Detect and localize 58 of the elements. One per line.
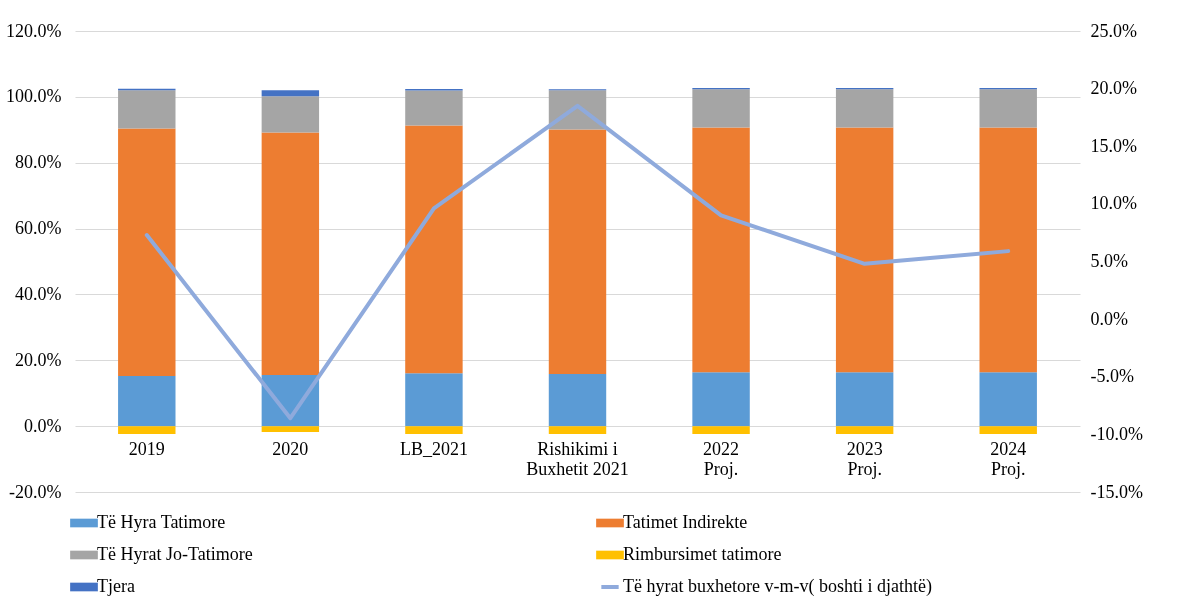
y2-tick-label: -15.0% [1090,481,1143,502]
y-tick-label: 120.0% [6,20,62,41]
bar [548,426,607,435]
x-tick-label: 2020 [272,438,309,459]
y-tick-label: 80.0% [15,152,62,173]
y-tick-label: 0.0% [24,415,62,436]
y2-tick-label: -10.0% [1090,423,1143,444]
y2-tick-label: -5.0% [1090,366,1134,387]
x-tick-label: 2019 [128,438,165,459]
bar [118,426,176,435]
legend-label: Rimbursimet tatimore [623,544,782,564]
bar [692,89,750,128]
bar [405,426,463,435]
bar [261,96,320,133]
bar [979,372,1037,427]
bar [118,90,176,129]
bar [548,129,607,375]
bar [979,426,1037,435]
legend-label: Tjera [97,576,135,596]
x-tick-label: Rishikimi i Buxhetit 2021 [526,438,629,479]
bar [692,372,750,427]
bar [118,128,176,377]
y2-tick-label: 25.0% [1090,20,1137,41]
bar [835,372,894,427]
legend-label: Të hyrat buxhetore v-m-v( boshti i djathtë) [623,576,932,597]
line-series [144,103,1011,421]
y-tick-label: 100.0% [6,86,62,107]
x-tick-label: 2024 Proj. [990,438,1027,479]
x-tick-label: 2022 Proj. [703,438,740,479]
bar [979,89,1037,128]
bar [261,426,320,433]
bar [261,90,320,97]
x-tick-label: LB_2021 [399,438,468,459]
y2-tick-label: 0.0% [1090,308,1128,329]
legend-label: Të Hyra Tatimore [97,512,226,532]
bar [979,127,1037,373]
y-tick-label: 60.0% [15,218,62,239]
y2-tick-label: 20.0% [1090,78,1137,99]
legend-label: Tatimet Indirekte [623,512,748,532]
y2-tick-label: 15.0% [1090,135,1137,156]
x-tick-label: 2023 Proj. [846,438,883,479]
bar [405,373,463,427]
bar [692,426,750,435]
y-tick-label: -20.0% [9,481,62,502]
bar [692,127,750,373]
bar [548,374,607,427]
bar [118,376,176,427]
bar [835,127,894,373]
legend-label: Të Hyrat Jo-Tatimore [97,544,253,564]
bar [405,125,463,374]
bar [835,426,894,435]
bar [835,89,894,128]
bar [261,132,320,376]
y-tick-label: 40.0% [15,283,62,304]
y2-tick-label: 10.0% [1090,193,1137,214]
bar [405,90,463,126]
y2-tick-label: 5.0% [1090,251,1128,271]
y-tick-label: 20.0% [15,349,62,370]
